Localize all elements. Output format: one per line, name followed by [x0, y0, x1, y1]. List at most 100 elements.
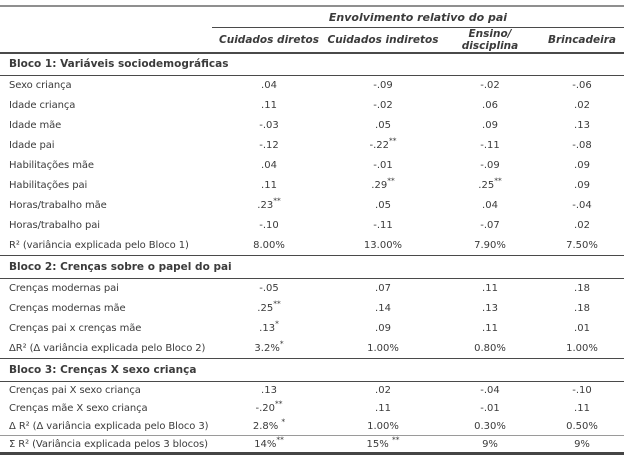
value-cell: .18: [574, 283, 590, 295]
value-cell: -.10: [259, 220, 279, 231]
row-label: Σ R² (Variância explicada pelos 3 blocos…: [9, 438, 208, 450]
value-cell: 7.90%: [474, 239, 506, 251]
row-label: R² (variância explicada pelo Bloco 1): [9, 239, 189, 251]
row-label: ΔR² (Δ variância explicada pelo Bloco 2): [9, 342, 206, 354]
column-header-cuidados-diretos: Cuidados diretos: [212, 27, 326, 54]
block-title: Bloco 3: Crenças X sexo criança: [0, 358, 624, 382]
value-cell: .18: [574, 303, 590, 314]
table-row: Δ R² (Δ variância explicada pelo Bloco 3…: [0, 417, 624, 436]
value-cell: .04: [482, 200, 498, 211]
value-cell: 1.00%: [326, 417, 440, 436]
value-cell: -.03: [259, 120, 279, 131]
spanner-row: Envolvimento relativo do pai: [0, 5, 624, 28]
value-cell: 0.50%: [540, 417, 624, 436]
value-cell: .13*: [259, 319, 279, 334]
value-cell: .07: [375, 283, 391, 295]
value-cell: -.04: [572, 200, 592, 211]
value-cell: 8.00%: [253, 239, 285, 251]
row-label: Sexo criança: [9, 80, 72, 92]
value-cell: -.08: [572, 140, 592, 151]
table-row: Idade mãe -.03 .05 .09 .13: [0, 116, 624, 136]
table-row: Crenças modernas mãe .25** .14 .13 .18: [0, 299, 624, 319]
value-cell: .02: [574, 100, 590, 111]
value-cell: 3.2%*: [254, 339, 284, 354]
value-cell: 1.00%: [566, 342, 598, 354]
table-row: Horas/trabalho pai -.10 -.11 -.07 .02: [0, 216, 624, 236]
table-row: Habilitações pai .11 .29** .25** .09: [0, 176, 624, 196]
value-cell: .11: [261, 100, 277, 111]
table-row: Idade pai -.12 -.22** -.11 -.08: [0, 136, 624, 156]
value-cell: -.02: [373, 100, 393, 111]
results-table: Envolvimento relativo do pai Cuidados di…: [0, 5, 624, 455]
table-row: Idade criança .11 -.02 .06 .02: [0, 96, 624, 116]
row-label: Crenças modernas pai: [9, 283, 119, 295]
row-label: Crenças pai X sexo criança: [9, 385, 141, 397]
value-cell: .25**: [257, 299, 281, 314]
table-body: Bloco 1: Variáveis sociodemográficas Sexo…: [0, 52, 624, 454]
value-cell: .11: [261, 180, 277, 191]
value-cell: -.12: [259, 140, 279, 151]
row-label: Horas/trabalho pai: [9, 220, 100, 231]
value-cell: .05: [375, 120, 391, 131]
table-row: R² (variância explicada pelo Bloco 1) 8.0…: [0, 236, 624, 256]
column-header-cuidados-indiretos: Cuidados indiretos: [326, 27, 440, 54]
value-cell: -.05: [259, 283, 279, 295]
row-label: Idade mãe: [9, 120, 62, 131]
table-row: Σ R² (Variância explicada pelos 3 blocos…: [0, 436, 624, 454]
value-cell: .29**: [371, 176, 395, 191]
value-cell: -.11: [480, 140, 500, 151]
block-title-row: Bloco 1: Variáveis sociodemográficas: [0, 52, 624, 76]
table-row: Horas/trabalho mãe .23** .05 .04 -.04: [0, 196, 624, 216]
row-label: Δ R² (Δ variância explicada pelo Bloco 3…: [0, 417, 212, 436]
row-label: Horas/trabalho mãe: [9, 200, 107, 211]
value-cell: -.20**: [255, 399, 283, 414]
table-row: Sexo criança .04 -.09 -.02 -.06: [0, 76, 624, 96]
value-cell: 14%**: [254, 435, 284, 450]
value-cell: .13: [261, 385, 277, 397]
value-cell: 0.30%: [440, 417, 540, 436]
block-title: Bloco 2: Crenças sobre o papel do pai: [0, 255, 624, 279]
value-cell: -.11: [373, 220, 393, 231]
value-cell: .09: [482, 120, 498, 131]
block-title-row: Bloco 2: Crenças sobre o papel do pai: [0, 255, 624, 279]
value-cell: 2.8% *: [212, 417, 326, 436]
value-cell: .11: [482, 283, 498, 295]
spanner-spacer: [0, 5, 212, 27]
value-cell: .23**: [257, 196, 281, 211]
value-cell: .09: [574, 180, 590, 191]
value-cell: .06: [482, 100, 498, 111]
row-label: Habilitações mãe: [9, 160, 94, 171]
value-cell: .02: [574, 220, 590, 231]
table-row: Habilitações mãe .04 -.01 -.09 .09: [0, 156, 624, 176]
value-cell: .02: [375, 385, 391, 397]
value-cell: -.01: [480, 403, 500, 414]
value-cell: .05: [375, 200, 391, 211]
column-header-brincadeira: Brincadeira: [540, 27, 624, 54]
value-cell: .25**: [478, 176, 502, 191]
block-title-row: Bloco 3: Crenças X sexo criança: [0, 358, 624, 382]
block-title: Bloco 1: Variáveis sociodemográficas: [0, 52, 624, 76]
value-cell: 13.00%: [363, 239, 403, 251]
row-label: Crenças pai x crenças mãe: [9, 323, 142, 334]
value-cell: .09: [574, 160, 590, 171]
table-row: Crenças pai x crenças mãe .13* .09 .11 .01: [0, 319, 624, 339]
row-label: Crenças modernas mãe: [9, 303, 126, 314]
value-cell: .11: [375, 403, 391, 414]
value-cell: -.01: [373, 160, 393, 171]
value-cell: .13: [574, 120, 590, 131]
value-cell: .01: [574, 323, 590, 334]
value-cell: -.09: [373, 80, 393, 92]
table-header: Envolvimento relativo do pai Cuidados di…: [0, 5, 624, 54]
value-cell: .13: [482, 303, 498, 314]
value-cell: .04: [261, 80, 277, 92]
value-cell: .09: [375, 323, 391, 334]
value-cell: 9%: [574, 438, 590, 450]
column-header-ensino-disciplina: Ensino/ disciplina: [440, 27, 540, 54]
value-cell: -.09: [480, 160, 500, 171]
value-cell: .14: [375, 303, 391, 314]
table-row: Crenças modernas pai -.05 .07 .11 .18: [0, 279, 624, 299]
value-cell: -.07: [480, 220, 500, 231]
value-cell: -.10: [572, 385, 592, 397]
value-cell: 7.50%: [566, 239, 598, 251]
row-label: Idade criança: [9, 100, 76, 111]
